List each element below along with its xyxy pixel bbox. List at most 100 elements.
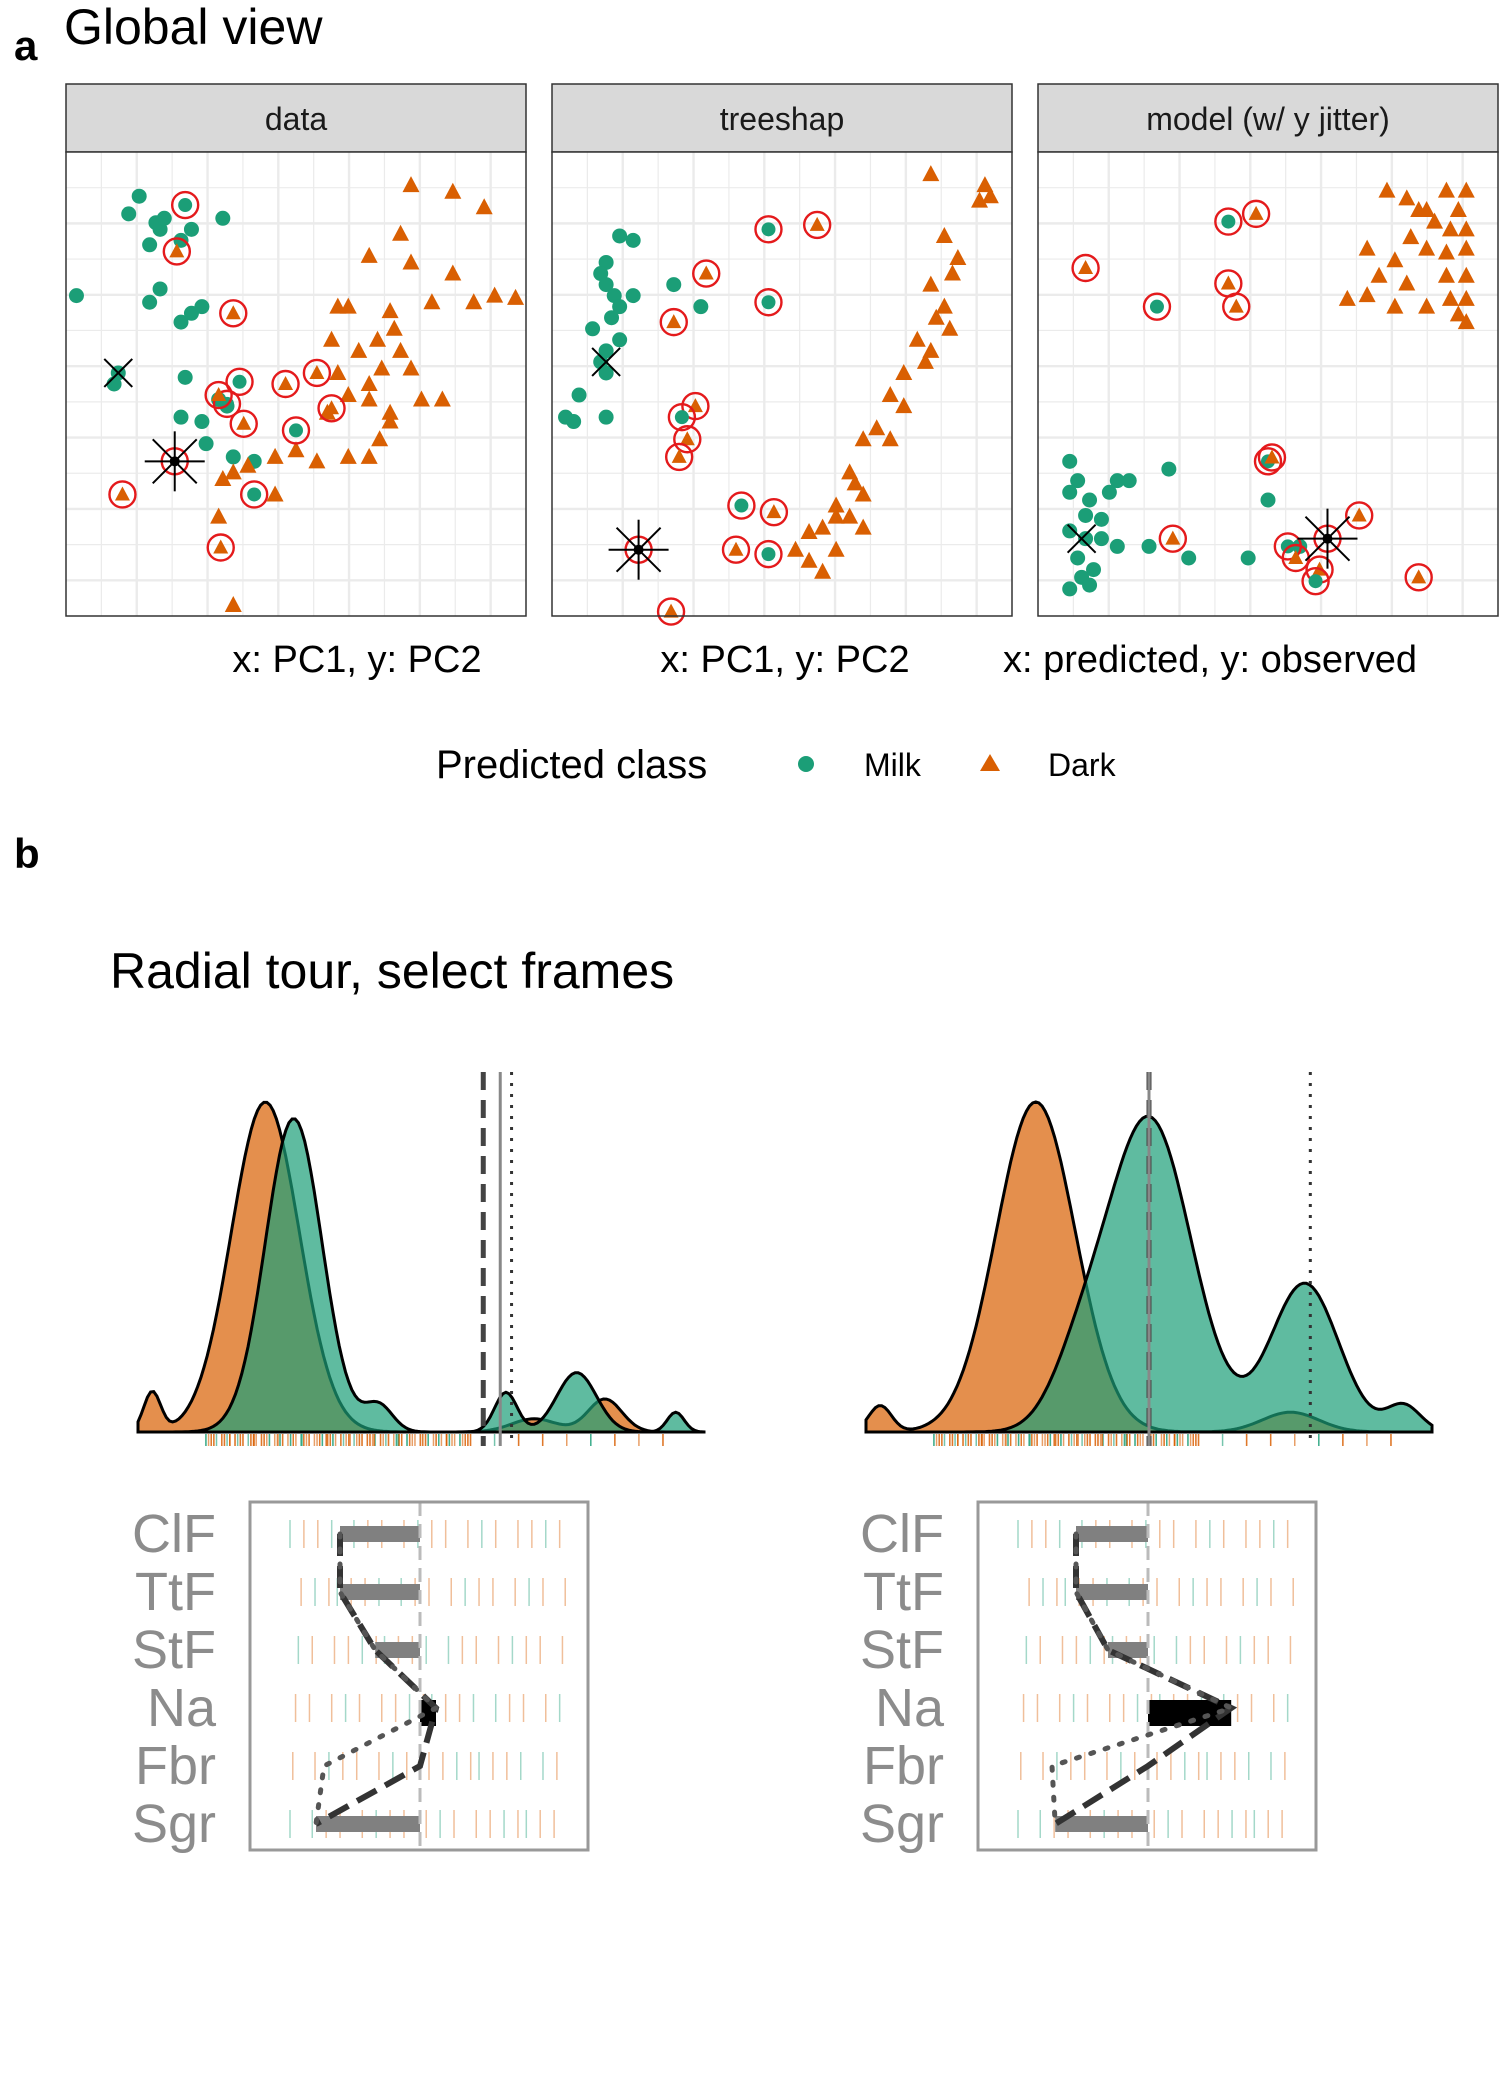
highlight-ring [271,369,300,399]
point-dark [1457,239,1475,256]
point-dark [1248,205,1264,220]
point-dark [402,176,420,193]
highlight-ring [721,535,751,564]
legend-milk-label: Milk [864,747,922,783]
highlight-ring [204,380,233,410]
point-dark [881,430,899,447]
point-milk [156,210,172,226]
variable-label: Na [147,1678,217,1738]
point-dark [278,376,294,390]
basis-bar [340,1526,420,1542]
point-dark [841,463,859,480]
point-milk [598,365,614,381]
observation-marker-large [1322,533,1333,544]
facet-label: model (w/ y jitter) [1146,101,1390,137]
point-dark [935,297,953,314]
point-dark [308,452,326,469]
facet-plot [1038,152,1498,616]
point-milk [106,376,122,392]
point-milk [1082,577,1098,593]
point-milk [178,198,193,213]
highlight-ring [170,190,200,220]
point-dark [927,308,945,325]
highlight-ring [317,394,346,423]
point-milk [142,294,158,310]
highlight-ring [759,497,789,527]
point-dark [236,415,252,430]
point-dark [324,400,340,415]
facet-model: model (w/ y jitter) [1037,83,1499,617]
facet-label: treeshap [720,101,845,137]
point-dark [266,447,284,464]
point-dark [1449,305,1467,322]
highlight-ring [754,539,783,569]
point-dark [444,264,462,281]
point-milk [183,221,199,237]
point-dark [169,243,185,258]
point-dark [1449,201,1467,217]
basis-frame [976,1500,1318,1852]
point-dark [412,390,430,407]
point-dark [1457,181,1475,198]
facet-data: data [65,83,527,617]
point-dark [827,507,845,524]
point-dark [800,551,818,568]
variable-label: Sgr [860,1794,944,1854]
highlight-ring [802,210,832,240]
point-milk [1260,492,1276,508]
plot-background [552,152,1012,616]
point-dark [916,352,934,369]
point-dark [1437,266,1455,283]
panel-b-tag: b [14,830,40,877]
point-dark [1457,266,1475,283]
point-dark [225,305,241,320]
point-milk [1078,531,1094,547]
highlight-ring [1158,524,1188,553]
point-dark [1386,251,1404,268]
point-dark [214,470,232,487]
panel-b-title: Radial tour, select frames [110,943,674,999]
point-dark [908,330,926,347]
basis-bar [1055,1816,1148,1832]
point-milk [571,387,587,403]
point-milk [121,206,137,222]
point-dark [465,293,483,310]
point-dark [679,431,695,446]
point-dark [1426,212,1444,229]
basis-path-previous [1049,1531,1238,1827]
point-dark [381,403,399,420]
point-milk [1109,473,1125,489]
variable-label: StF [132,1620,216,1680]
point-dark [1370,266,1388,283]
point-milk [68,288,84,304]
point-milk [152,281,168,297]
point-milk [674,410,689,425]
point-milk [1078,507,1094,523]
point-dark [1078,260,1094,274]
point-dark [1457,289,1475,306]
point-dark [360,390,378,407]
density-milk [138,1117,706,1434]
point-dark [787,540,805,557]
point-milk [734,498,749,513]
point-dark [1441,289,1459,306]
point-dark [475,198,493,215]
highlight-ring [219,299,248,328]
point-dark [1378,181,1396,198]
point-dark [814,518,832,535]
highlight-ring [108,480,137,509]
variable-label: Fbr [135,1736,216,1796]
facet-strip [65,83,527,153]
point-milk [1070,550,1086,566]
highlight-ring [1241,199,1271,229]
facet-label: data [265,101,327,137]
point-dark [971,191,989,208]
point-dark [114,486,130,501]
point-dark [339,447,357,464]
facet-caption: x: PC1, y: PC2 [660,639,909,681]
point-milk [1062,523,1078,539]
point-milk [1240,550,1256,566]
point-dark [854,518,872,535]
